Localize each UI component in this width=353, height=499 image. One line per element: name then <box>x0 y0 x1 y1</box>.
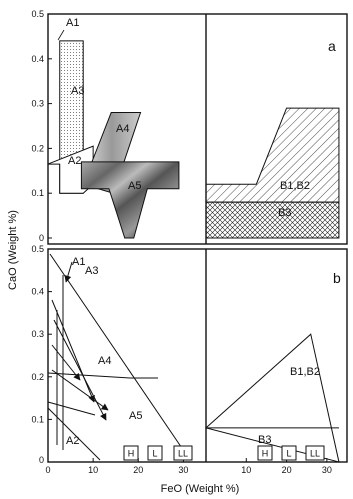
x-axis-label: FeO (Weight %) <box>161 483 240 495</box>
panel-b-y-ticks: 0.1 0.2 0.3 0.4 0.5 0 <box>31 244 52 465</box>
b-line-a5-outer <box>49 253 191 461</box>
region-b1-b2 <box>205 107 340 203</box>
panel-a-frame <box>47 13 348 245</box>
b-line-a2 <box>47 407 101 461</box>
b-xtick-label: 10 <box>241 465 251 475</box>
region-label-b3: B3 <box>278 207 291 219</box>
a-ytick-label: 0.1 <box>31 188 44 198</box>
b-ytick-label: 0.5 <box>31 244 44 254</box>
b-label-a1: A1 <box>72 256 85 268</box>
b-arrow-a4b <box>51 369 109 411</box>
b-xtick-label: 20 <box>133 465 143 475</box>
b-ytick-label: 0 <box>39 455 44 465</box>
b-arrow-a4a <box>51 344 81 381</box>
y-axis-label: CaO (Weight %) <box>7 210 19 290</box>
meteorite-box <box>173 445 193 461</box>
a-ytick-label: 0.3 <box>31 99 44 109</box>
b-label-a4: A4 <box>98 355 111 367</box>
a-ytick-label: 0.5 <box>31 9 44 19</box>
a-ytick-label: 0 <box>39 233 44 243</box>
meteorite-label: LL <box>310 449 320 459</box>
panel-a-letter: a <box>328 38 336 54</box>
b-xtick-label: 0 <box>45 465 50 475</box>
region-label-a5: A5 <box>128 180 141 192</box>
panel-b-frame <box>47 248 348 463</box>
b-xtick-label: 10 <box>88 465 98 475</box>
b-label-a5: A5 <box>129 410 142 422</box>
b-arrow-a1 <box>51 299 95 403</box>
b-line-a4-upper <box>47 372 131 379</box>
meteorite-label: H <box>128 449 135 459</box>
b-xtick-label: 30 <box>322 465 332 475</box>
region-label-a2: A2 <box>68 155 81 167</box>
region-a5 <box>80 161 180 239</box>
panel-a: 0 0.1 0.2 0.3 0.4 0.5 A1 A3 A2 A4 A5 B1,B2 B3 a <box>31 9 348 245</box>
meteorite-box <box>257 445 273 461</box>
b-ytick-label: 0.4 <box>31 287 44 297</box>
meteorite-box <box>123 445 139 461</box>
region-label-b1b2: B1,B2 <box>280 180 310 192</box>
b-label-a3: A3 <box>85 265 98 277</box>
region-label-a4: A4 <box>116 123 129 135</box>
panel-b-x-ticks: 0 10 20 30 10 20 30 <box>45 458 332 475</box>
panel-b-letter: b <box>333 270 341 286</box>
meteorite-label: L <box>286 449 291 459</box>
a-ytick-label: 0.2 <box>31 143 44 153</box>
region-label-a3: A3 <box>71 85 84 97</box>
meteorite-label: LL <box>178 449 188 459</box>
meteorite-box <box>281 445 297 461</box>
meteorite-box <box>305 445 325 461</box>
b-arrow-a3 <box>53 319 107 421</box>
meteorite-box <box>147 445 163 461</box>
b-label-a2: A2 <box>66 435 79 447</box>
b-region-b1b2 <box>204 333 340 463</box>
b-ytick-label: 0.3 <box>31 329 44 339</box>
b-label-b3: B3 <box>258 434 271 446</box>
b-xtick-label: 30 <box>178 465 188 475</box>
b-arrow-a1-label <box>64 261 73 283</box>
meteorite-label: L <box>152 449 157 459</box>
b-line-a4-lower <box>47 401 96 416</box>
region-label-a1: A1 <box>66 17 79 29</box>
b-xtick-label: 20 <box>282 465 292 475</box>
a-ytick-label: 0.4 <box>31 54 44 64</box>
meteorite-label: H <box>262 449 269 459</box>
a1-leader <box>57 29 65 41</box>
region-b3 <box>205 201 340 239</box>
panel-a-regions: A1 A3 A2 A4 A5 B1,B2 B3 <box>47 17 340 239</box>
panel-a-y-ticks: 0 0.1 0.2 0.3 0.4 0.5 <box>31 9 52 243</box>
b-ytick-label: 0.1 <box>31 414 44 424</box>
b-ytick-label: 0.2 <box>31 372 44 382</box>
b-label-b1b2: B1,B2 <box>290 366 320 378</box>
